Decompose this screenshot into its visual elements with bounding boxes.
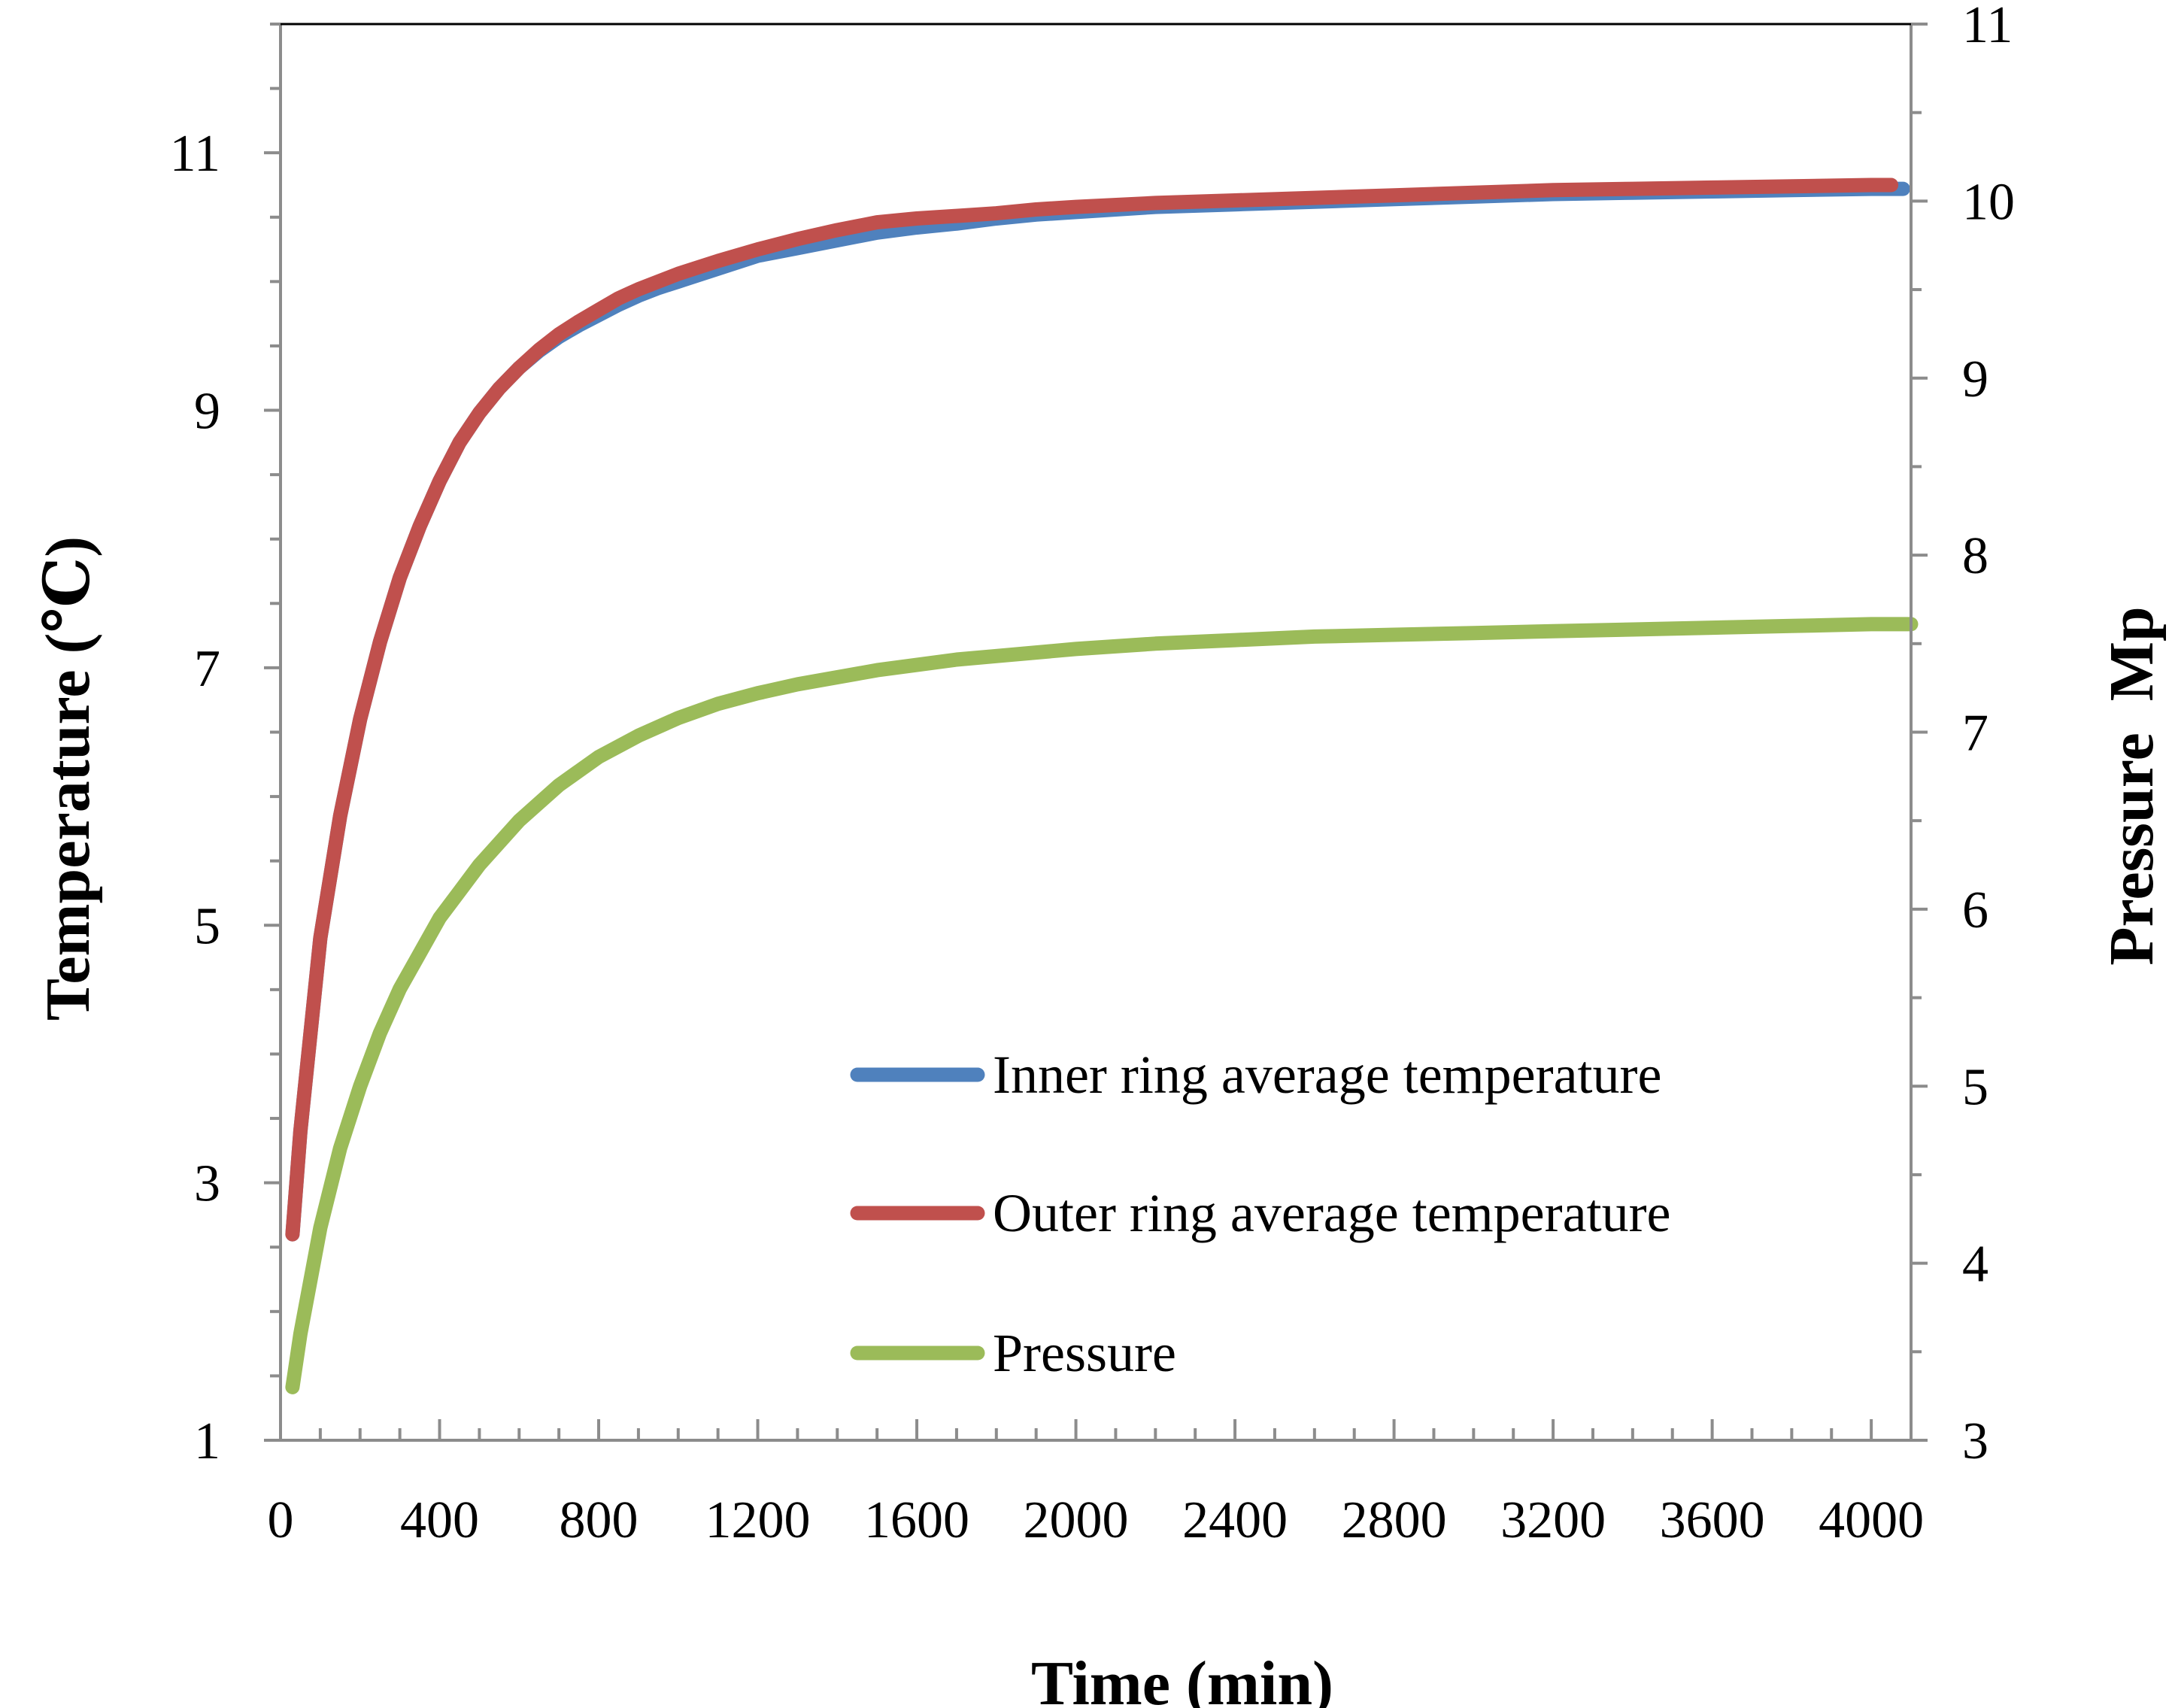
- y2-tick-label: 11: [1962, 0, 2013, 54]
- y-tick-label: 1: [194, 1412, 220, 1470]
- x-tick-label: 400: [400, 1491, 479, 1549]
- series-layer: [285, 177, 1919, 1394]
- y-axis-title: Temperature (℃): [33, 536, 103, 1021]
- x-tick-label: 2800: [1342, 1491, 1447, 1549]
- x-axis-title: Time (min): [1031, 1649, 1333, 1708]
- x-tick-label: 0: [268, 1491, 294, 1549]
- x-tick-label: 1200: [705, 1491, 811, 1549]
- y2-tick-label: 6: [1962, 881, 1988, 939]
- x-tick-label: 3200: [1500, 1491, 1606, 1549]
- ticks-layer: 1 3 5 7 9 11 3 4 5 6 7 8 9 10 11 0 400 800 1200 1600 2000 240…: [170, 0, 2015, 1549]
- y-tick-label: 3: [194, 1155, 220, 1213]
- legend-label-1: Inner ring average temperature: [993, 1045, 1662, 1105]
- x-tick-label: 2000: [1024, 1491, 1129, 1549]
- y2-tick-label: 4: [1962, 1236, 1988, 1294]
- legend: Inner ring average temperature Outer ring…: [850, 1045, 1671, 1383]
- y2-tick-label: 3: [1962, 1412, 1988, 1470]
- x-tick-label: 3600: [1660, 1491, 1765, 1549]
- y2-tick-label: 10: [1962, 173, 2015, 231]
- y-tick-label: 5: [194, 897, 220, 955]
- x-tick-label: 800: [560, 1491, 639, 1549]
- y2-tick-label: 7: [1962, 705, 1988, 763]
- x-tick-label: 2400: [1182, 1491, 1288, 1549]
- series-line-3: [285, 617, 1919, 1394]
- legend-label-2: Outer ring average temperature: [993, 1183, 1671, 1243]
- x-tick-label: 4000: [1819, 1491, 1924, 1549]
- y2-tick-label: 8: [1962, 527, 1988, 585]
- x-tick-label: 1600: [864, 1491, 969, 1549]
- y-tick-label: 7: [194, 640, 220, 698]
- y2-axis-title: Pressure Mp: [2097, 606, 2167, 966]
- y2-tick-label: 5: [1962, 1058, 1988, 1116]
- y-tick-label: 9: [194, 383, 220, 441]
- y2-tick-label: 9: [1962, 350, 1988, 408]
- series-line-2: [285, 177, 1899, 1242]
- y-tick-label: 11: [170, 125, 220, 183]
- legend-label-3: Pressure: [993, 1323, 1176, 1383]
